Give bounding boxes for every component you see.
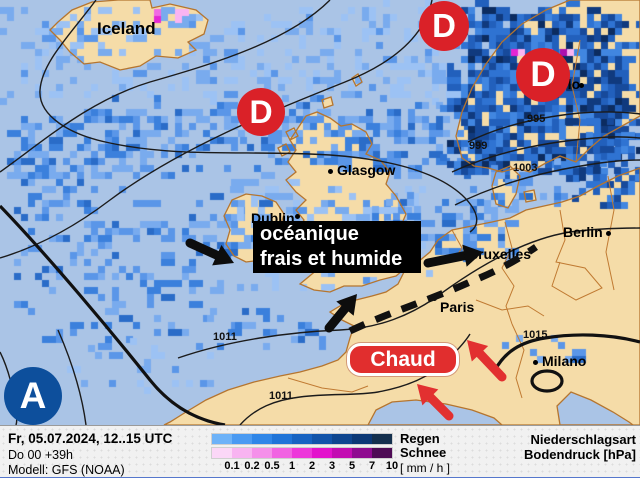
legend-color-segment bbox=[232, 434, 252, 444]
legend-color-segment bbox=[332, 434, 352, 444]
city-dot bbox=[606, 231, 611, 236]
bold-isobars bbox=[0, 204, 640, 425]
annotation-graphics-layer bbox=[185, 238, 538, 421]
legend-tick: 0.5 bbox=[264, 460, 280, 472]
arrow-shaft bbox=[425, 392, 454, 421]
model-name: Modell: GFS (NOAA) bbox=[8, 463, 125, 477]
legend-color-segment bbox=[292, 434, 312, 444]
isobar-label: 1015 bbox=[523, 329, 548, 341]
legend-color-segment bbox=[312, 434, 332, 444]
city-label-milano: Milano bbox=[542, 353, 587, 369]
chaud-warm-label: Chaud bbox=[347, 343, 459, 376]
low-pressure-marker: D bbox=[419, 1, 469, 51]
arrow-head bbox=[417, 384, 439, 406]
legend-title-precip-type: Niederschlagsart bbox=[530, 432, 637, 447]
rain-label: Regen bbox=[400, 431, 440, 446]
arrow-head bbox=[462, 244, 483, 267]
high-pressure-marker: A bbox=[4, 367, 62, 425]
arrow-shaft bbox=[324, 304, 350, 333]
city-label-paris: Paris bbox=[440, 299, 475, 315]
legend-unit: [ mm / h ] bbox=[400, 461, 451, 475]
legend-color-segment bbox=[332, 448, 352, 458]
legend-color-segment bbox=[212, 434, 232, 444]
valid-datetime: Fr, 05.07.2024, 12..15 UTC bbox=[8, 431, 173, 446]
precipitation-legend: 0.1 0.2 0.5 1 2 3 5 7 10 Regen Schnee [ mm / h ] bbox=[211, 431, 472, 478]
legend-color-segment bbox=[352, 434, 372, 444]
legend-tick: 10 bbox=[385, 460, 399, 472]
city-dot bbox=[295, 214, 300, 219]
legend-tick: 5 bbox=[348, 460, 356, 472]
legend-color-segment bbox=[372, 434, 392, 444]
city-dot bbox=[328, 169, 333, 174]
arrow-shaft bbox=[185, 238, 222, 260]
arrow-shaft bbox=[423, 251, 469, 268]
city-dot bbox=[533, 360, 538, 365]
legend-tick: 7 bbox=[368, 460, 376, 472]
legend-color-segment bbox=[292, 448, 312, 458]
city-label-glasgow: Glasgow bbox=[337, 162, 396, 178]
legend-title-pressure: Bodendruck [hPa] bbox=[524, 447, 636, 462]
snow-label: Schnee bbox=[400, 445, 447, 460]
isobar-label: 1003 bbox=[513, 162, 538, 174]
legend-tick: 2 bbox=[308, 460, 316, 472]
weather-map: Iceland GlasgowDublinOsloBerlinBruxelles… bbox=[0, 0, 640, 425]
isobar-label: 995 bbox=[527, 113, 546, 125]
legend-color-segment bbox=[252, 448, 272, 458]
arrow-head bbox=[336, 294, 357, 316]
legend-color-segment bbox=[212, 448, 232, 458]
region-label-iceland: Iceland bbox=[97, 19, 156, 38]
legend-tick: 0.1 bbox=[224, 460, 240, 472]
legend-color-segment bbox=[272, 448, 292, 458]
isobar-label: 1011 bbox=[269, 390, 293, 402]
legend-tick: 0.2 bbox=[244, 460, 260, 472]
country-borders bbox=[287, 39, 615, 399]
legend-tick: 1 bbox=[288, 460, 296, 472]
arrow-shaft bbox=[475, 349, 507, 382]
city-label-berlin: Berlin bbox=[563, 224, 603, 240]
legend-color-segment bbox=[272, 434, 292, 444]
arrow-head bbox=[467, 340, 489, 362]
legend-color-segment bbox=[312, 448, 332, 458]
legend-color-segment bbox=[372, 448, 392, 458]
low-pressure-marker: D bbox=[516, 48, 570, 102]
info-footer: Fr, 05.07.2024, 12..15 UTC Do 00 +39h Mo… bbox=[0, 425, 640, 478]
airmass-annotation: océanique frais et humide bbox=[253, 221, 421, 273]
rain-color-scale bbox=[211, 433, 393, 445]
city-dot bbox=[579, 83, 584, 88]
airmass-annotation-line2: frais et humide bbox=[260, 248, 403, 270]
snow-color-scale bbox=[211, 447, 393, 459]
isobar-label: 1011 bbox=[213, 331, 237, 343]
legend-color-segment bbox=[252, 434, 272, 444]
legend-tick: 3 bbox=[328, 460, 336, 472]
isobars bbox=[0, 0, 640, 425]
airmass-annotation-line1: océanique bbox=[260, 223, 359, 245]
low-pressure-marker: D bbox=[237, 88, 285, 136]
model-run: Do 00 +39h bbox=[8, 448, 73, 462]
dashed-front-line bbox=[348, 244, 538, 335]
legend-color-segment bbox=[352, 448, 372, 458]
arrow-head bbox=[212, 244, 234, 266]
isobar-and-coast-layer bbox=[0, 0, 640, 425]
flow-arrows bbox=[185, 238, 507, 421]
legend-color-segment bbox=[232, 448, 252, 458]
isobar-label: 999 bbox=[469, 140, 488, 152]
